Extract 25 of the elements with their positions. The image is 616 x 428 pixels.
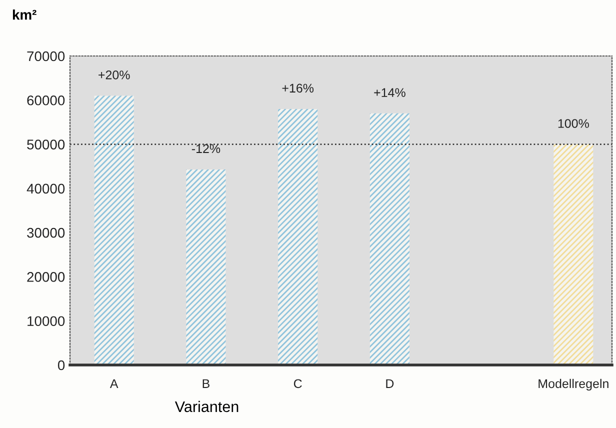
bar — [94, 96, 134, 365]
y-tick-label: 0 — [58, 360, 65, 370]
annotation: +20% — [98, 70, 130, 80]
x-axis-title: Varianten — [174, 400, 238, 412]
bar — [186, 169, 226, 365]
bar — [370, 113, 410, 365]
annotation: +14% — [374, 88, 406, 97]
y-tick-label: 60000 — [27, 95, 65, 106]
y-tick-label: 70000 — [27, 51, 65, 62]
y-tick-label: 40000 — [26, 184, 65, 194]
annotation: 100% — [558, 119, 589, 128]
x-tick-label: D — [386, 379, 394, 388]
x-tick-label: B — [202, 379, 210, 388]
x-tick-label: A — [110, 379, 118, 388]
y-axis-title: km² — [12, 10, 36, 20]
bar — [554, 144, 594, 365]
y-tick-label: 30000 — [27, 228, 65, 238]
y-tick-label: 20000 — [27, 272, 65, 282]
annotation: -12% — [192, 144, 220, 154]
y-tick-label: 10000 — [28, 316, 65, 326]
x-tick-label: Modellregeln — [538, 378, 608, 391]
x-tick-label: C — [294, 379, 302, 388]
annotation: +16% — [282, 84, 314, 93]
y-tick-label: 50000 — [27, 140, 65, 150]
bar — [278, 108, 318, 365]
